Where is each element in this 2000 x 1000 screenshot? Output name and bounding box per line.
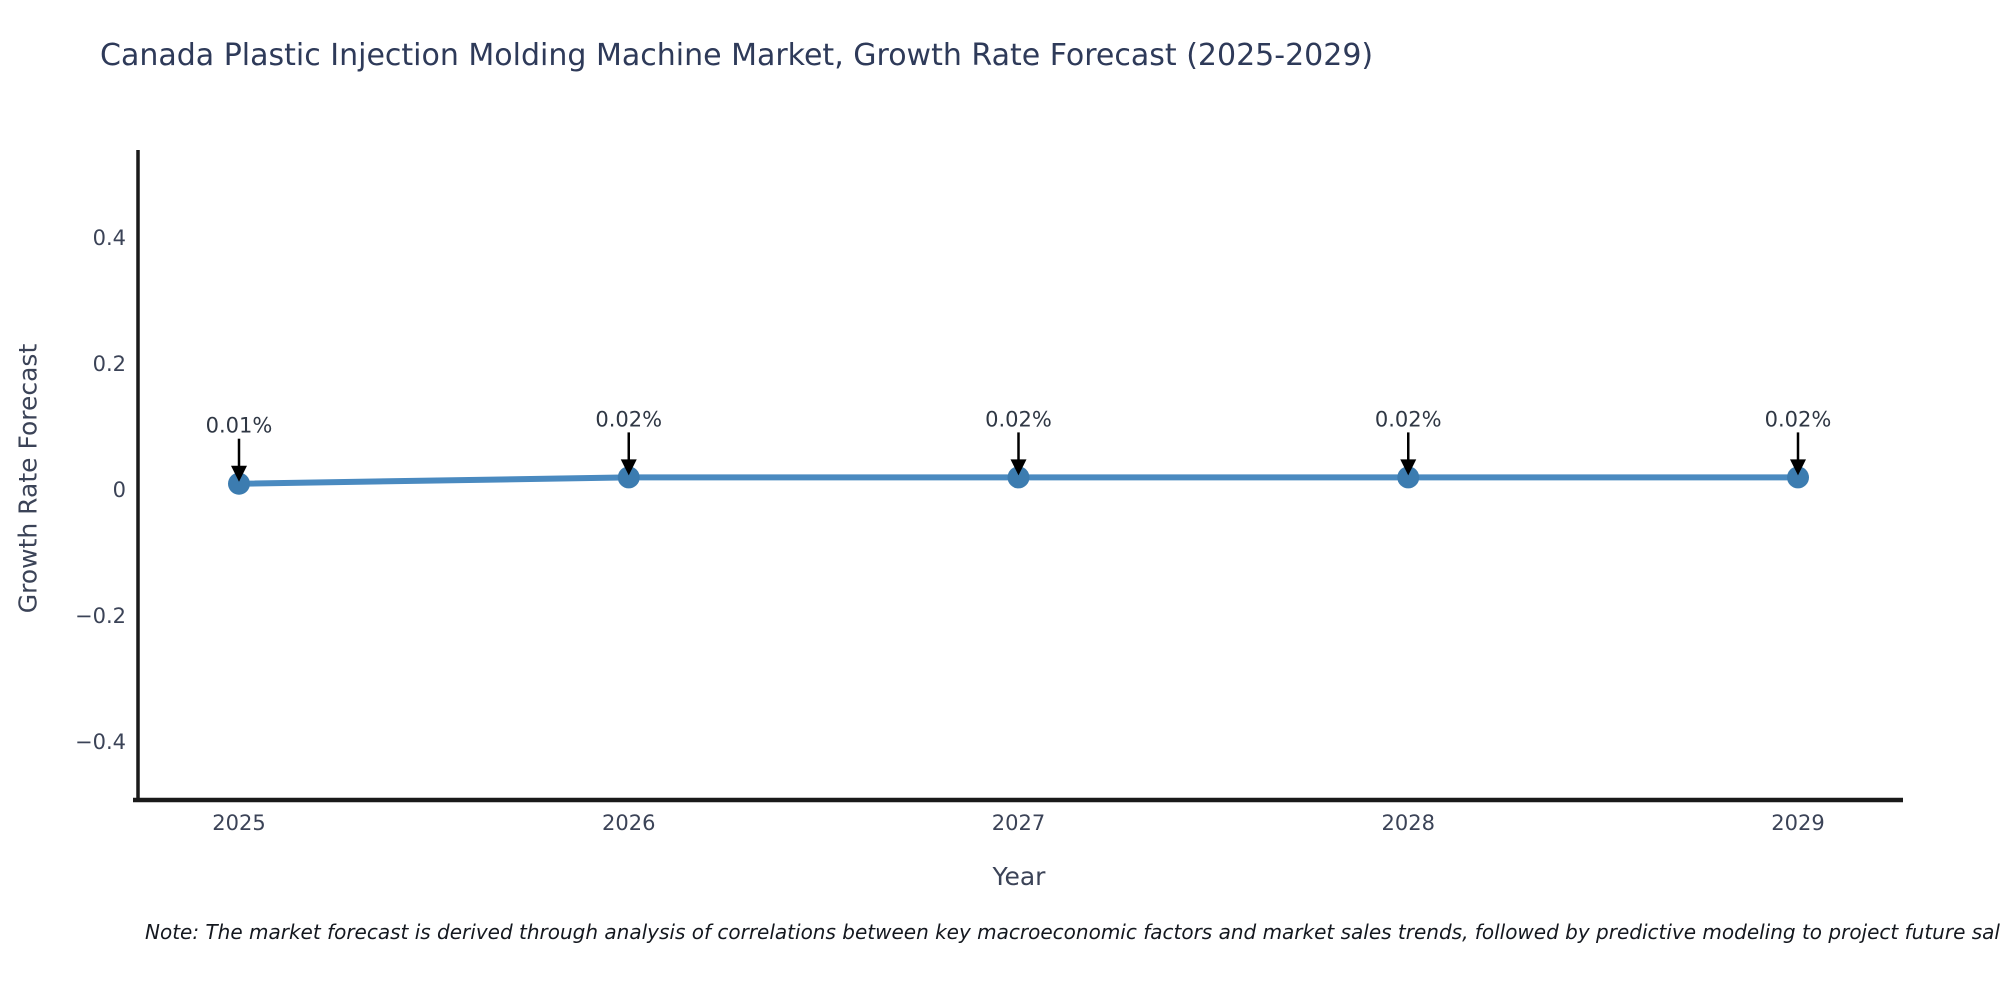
x-tick-label: 2029 <box>1771 811 1824 835</box>
x-tick-label: 2028 <box>1382 811 1435 835</box>
y-tick-label: −0.4 <box>75 730 126 754</box>
annotation-arrow-head-icon <box>231 465 247 482</box>
footnote: Note: The market forecast is derived thr… <box>145 920 2000 944</box>
annotation-arrow-head-icon <box>1400 459 1417 476</box>
data-point-label: 0.01% <box>206 414 273 438</box>
x-tick-label: 2026 <box>602 811 655 835</box>
data-point-label: 0.02% <box>985 407 1052 431</box>
data-point-label: 0.02% <box>595 407 662 431</box>
data-point-label: 0.02% <box>1765 407 1832 431</box>
y-tick-label: 0.2 <box>93 352 126 376</box>
x-tick-label: 2025 <box>212 811 265 835</box>
data-point-marker <box>1397 466 1420 489</box>
data-point-marker <box>1007 466 1030 489</box>
data-point-marker <box>617 466 640 489</box>
y-tick-label: 0 <box>113 478 126 502</box>
x-axis-title: Year <box>992 862 1046 891</box>
annotation-arrow-head-icon <box>1010 459 1027 476</box>
x-tick-label: 2027 <box>992 811 1045 835</box>
annotation-arrow-head-icon <box>1790 459 1806 476</box>
chart-title: Canada Plastic Injection Molding Machine… <box>100 38 1374 73</box>
data-point-label: 0.02% <box>1375 407 1442 431</box>
y-axis-title: Growth Rate Forecast <box>13 343 43 614</box>
data-point-marker <box>1787 466 1809 489</box>
y-tick-label: −0.2 <box>75 604 126 628</box>
annotation-arrow-head-icon <box>620 459 637 476</box>
y-tick-label: 0.4 <box>93 226 126 250</box>
data-point-marker <box>228 472 250 495</box>
